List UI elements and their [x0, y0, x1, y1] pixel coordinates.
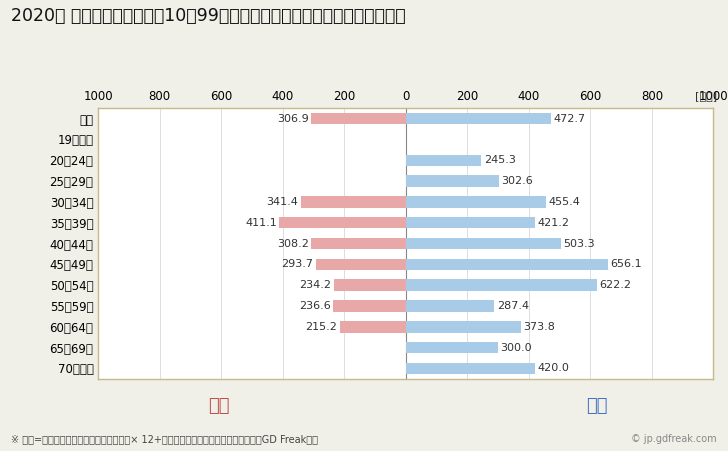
Text: 472.7: 472.7 [554, 114, 586, 124]
Bar [280, 217, 406, 229]
Text: [万円]: [万円] [695, 92, 717, 101]
Text: 293.7: 293.7 [281, 259, 313, 269]
Bar [334, 280, 406, 291]
Text: 2020年 民間企業（従業者数10〜99人）フルタイム労働者の男女別平均年収: 2020年 民間企業（従業者数10〜99人）フルタイム労働者の男女別平均年収 [11, 7, 405, 25]
Text: 306.9: 306.9 [277, 114, 309, 124]
Text: 503.3: 503.3 [563, 239, 595, 249]
Text: ※ 年収=「きまって支給する現金給与額」× 12+「年間賞与その他特別給与額」としてGD Freak推計: ※ 年収=「きまって支給する現金給与額」× 12+「年間賞与その他特別給与額」と… [11, 434, 318, 444]
Text: 455.4: 455.4 [548, 197, 580, 207]
Text: 215.2: 215.2 [305, 322, 337, 332]
Text: 373.8: 373.8 [523, 322, 555, 332]
Bar [406, 196, 546, 207]
Text: 308.2: 308.2 [277, 239, 309, 249]
Text: 622.2: 622.2 [600, 280, 632, 290]
Bar [311, 238, 406, 249]
Text: 341.4: 341.4 [266, 197, 298, 207]
Text: 656.1: 656.1 [610, 259, 642, 269]
Bar [406, 321, 521, 332]
Bar [406, 342, 498, 353]
Text: 411.1: 411.1 [245, 218, 277, 228]
Bar [406, 113, 551, 124]
Bar [406, 280, 597, 291]
Text: 420.0: 420.0 [537, 364, 569, 373]
Text: 300.0: 300.0 [501, 343, 532, 353]
Bar [406, 300, 494, 312]
Text: 302.6: 302.6 [502, 176, 533, 186]
Bar [301, 196, 406, 207]
Text: 234.2: 234.2 [299, 280, 331, 290]
Text: 421.2: 421.2 [538, 218, 570, 228]
Text: 女性: 女性 [207, 397, 229, 415]
Text: 236.6: 236.6 [299, 301, 331, 311]
Text: 287.4: 287.4 [496, 301, 529, 311]
Bar [340, 321, 406, 332]
Bar [333, 300, 406, 312]
Bar [406, 175, 499, 187]
Bar [406, 155, 481, 166]
Text: 男性: 男性 [586, 397, 608, 415]
Text: 245.3: 245.3 [484, 155, 515, 165]
Bar [406, 258, 608, 270]
Bar [406, 217, 535, 229]
Bar [406, 363, 535, 374]
Bar [406, 238, 561, 249]
Text: © jp.gdfreak.com: © jp.gdfreak.com [631, 434, 717, 444]
Bar [312, 113, 406, 124]
Bar [315, 258, 406, 270]
